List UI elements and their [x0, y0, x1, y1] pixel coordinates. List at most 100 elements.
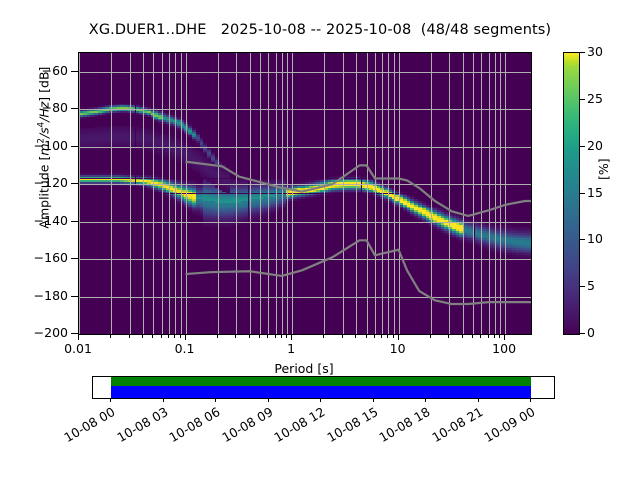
ppsd-bin [210, 154, 215, 157]
ppsd-bin [508, 240, 513, 243]
ppsd-bin [500, 234, 505, 237]
ppsd-bin [240, 202, 245, 205]
ppsd-bin [105, 112, 110, 115]
ppsd-bin [470, 223, 475, 226]
ppsd-bin [192, 187, 196, 190]
ppsd-bin [165, 141, 170, 143]
colorbar-title: [%] [596, 158, 611, 180]
ppsd-bin [512, 245, 516, 248]
ppsd-bin [161, 187, 166, 190]
ppsd-bin [240, 206, 245, 209]
ppsd-bin [353, 174, 358, 177]
ppsd-bin [229, 212, 234, 215]
ppsd-bin [207, 150, 211, 153]
grid-line-horizontal [79, 296, 531, 298]
x-tick-minor [499, 334, 501, 338]
ppsd-bin [497, 247, 501, 250]
ppsd-bin [169, 114, 174, 117]
ppsd-bin [229, 187, 234, 190]
ppsd-bin [357, 174, 362, 177]
ppsd-bin [195, 193, 200, 196]
ppsd-bin [225, 187, 230, 190]
ppsd-bin [82, 144, 87, 147]
ppsd-bin [466, 217, 471, 220]
ppsd-bin [346, 191, 351, 194]
ppsd-bin [116, 111, 121, 113]
grid-line-horizontal [79, 184, 531, 186]
ppsd-bin [90, 176, 95, 179]
ppsd-bin [244, 217, 249, 220]
ppsd-bin [169, 195, 174, 198]
ppsd-bin [297, 182, 302, 185]
ppsd-bin [414, 214, 418, 216]
ppsd-bin [335, 176, 339, 179]
ppsd-bin [489, 242, 494, 245]
ppsd-bin [320, 189, 324, 192]
ppsd-bin [410, 199, 415, 201]
ppsd-bin [188, 186, 192, 188]
ppsd-bin [515, 249, 520, 252]
ppsd-bin [169, 150, 174, 153]
ppsd-bin [135, 176, 140, 179]
ppsd-bin [203, 195, 208, 198]
ppsd-bin [210, 225, 215, 228]
grid-line-vertical [292, 53, 294, 334]
ppsd-bin [222, 163, 226, 166]
ppsd-bin [165, 112, 170, 115]
ppsd-bin [489, 249, 494, 252]
coverage-tick [530, 398, 531, 402]
ppsd-bin [229, 206, 234, 209]
ppsd-bin [82, 127, 87, 130]
ppsd-bin [158, 131, 162, 134]
ppsd-bin [421, 212, 426, 215]
ppsd-bin [523, 249, 528, 252]
ppsd-bin [271, 200, 275, 203]
ppsd-bin [414, 200, 418, 203]
ppsd-bin [455, 223, 460, 226]
ppsd-bin [478, 232, 483, 235]
ppsd-bin [391, 200, 396, 203]
ppsd-bin [237, 195, 241, 198]
ppsd-bin [369, 182, 373, 185]
ppsd-bin [120, 137, 125, 140]
ppsd-bin [259, 178, 264, 181]
ppsd-plot-area[interactable] [78, 52, 532, 335]
ppsd-bin [116, 131, 121, 134]
colorbar-tick [579, 145, 585, 147]
ppsd-bin [210, 204, 215, 207]
ppsd-bin [109, 137, 113, 140]
ppsd-bin [372, 186, 377, 188]
colorbar[interactable] [563, 52, 580, 335]
ppsd-bin [86, 172, 91, 175]
ppsd-bin [433, 227, 437, 230]
x-tick-label: 10 [389, 341, 406, 356]
ppsd-bin [203, 187, 208, 190]
ppsd-bin [199, 157, 204, 160]
ppsd-bin [293, 197, 298, 200]
ppsd-bin [176, 154, 181, 157]
ppsd-bin [233, 204, 238, 207]
ppsd-bin [256, 212, 260, 215]
ppsd-bin [176, 189, 181, 192]
ppsd-bin [440, 208, 445, 211]
ppsd-bin [214, 195, 219, 198]
ppsd-bin [406, 197, 411, 200]
ppsd-bin [154, 129, 159, 132]
ppsd-bin [512, 251, 516, 254]
ppsd-bin [180, 157, 185, 160]
ppsd-bin [342, 189, 347, 192]
ppsd-bin [109, 135, 113, 138]
ppsd-bin [218, 212, 223, 215]
ppsd-bin [263, 214, 268, 216]
ppsd-bin [425, 210, 430, 213]
ppsd-bin [120, 141, 125, 143]
ppsd-bin [233, 202, 238, 205]
ppsd-bin [271, 208, 275, 211]
y-tick [71, 70, 78, 72]
data-coverage-bar[interactable] [92, 376, 555, 399]
y-tick-label: −80 [41, 100, 68, 116]
ppsd-bin [150, 174, 155, 177]
ppsd-bin [169, 144, 174, 147]
ppsd-bin [327, 180, 332, 183]
ppsd-bin [346, 182, 351, 185]
